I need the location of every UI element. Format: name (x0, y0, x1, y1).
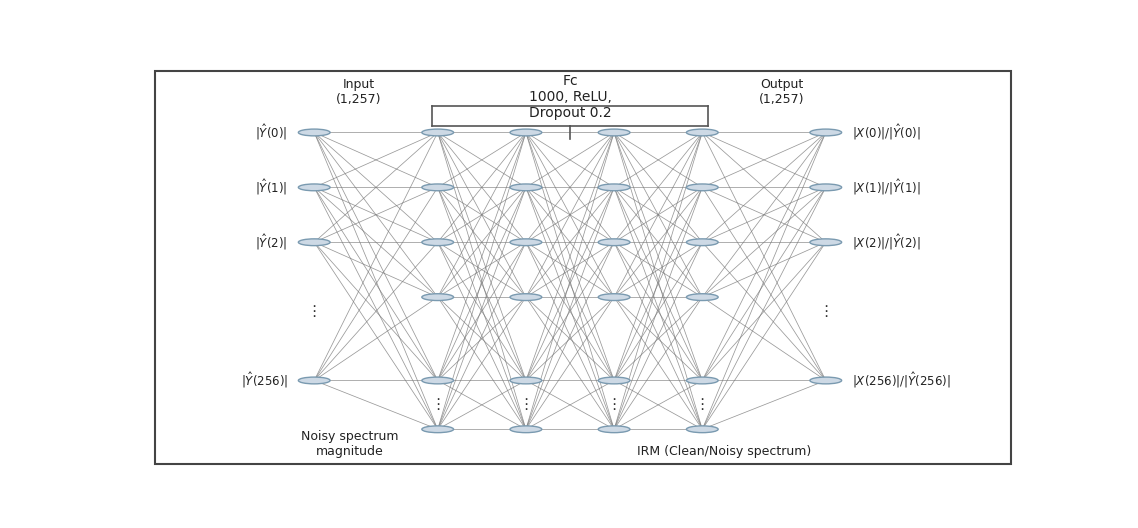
Ellipse shape (422, 184, 454, 191)
Text: $|X(0)|/|\hat{Y}(0)|$: $|X(0)|/|\hat{Y}(0)|$ (852, 122, 921, 143)
Ellipse shape (510, 239, 542, 246)
Ellipse shape (599, 426, 630, 432)
Text: $|X(2)|/|\hat{Y}(2)|$: $|X(2)|/|\hat{Y}(2)|$ (852, 232, 921, 252)
Ellipse shape (686, 129, 718, 136)
Ellipse shape (422, 294, 454, 300)
Ellipse shape (298, 377, 330, 384)
Ellipse shape (810, 129, 842, 136)
Text: ⋮: ⋮ (518, 398, 534, 412)
Text: IRM (Clean/Noisy spectrum): IRM (Clean/Noisy spectrum) (637, 445, 811, 458)
Ellipse shape (686, 426, 718, 432)
Ellipse shape (810, 184, 842, 191)
Text: ⋮: ⋮ (607, 398, 621, 412)
Text: ⋮: ⋮ (306, 304, 322, 319)
Ellipse shape (510, 426, 542, 432)
Text: Fc
1000, ReLU,
Dropout 0.2: Fc 1000, ReLU, Dropout 0.2 (528, 73, 611, 120)
Ellipse shape (510, 294, 542, 300)
Ellipse shape (599, 377, 630, 384)
Text: Output
(1,257): Output (1,257) (759, 78, 805, 106)
Text: $|\hat{Y}(2)|$: $|\hat{Y}(2)|$ (256, 232, 288, 252)
Ellipse shape (510, 184, 542, 191)
Ellipse shape (422, 426, 454, 432)
Ellipse shape (298, 184, 330, 191)
Ellipse shape (599, 184, 630, 191)
Text: $|\hat{Y}(1)|$: $|\hat{Y}(1)|$ (256, 177, 288, 197)
Ellipse shape (422, 129, 454, 136)
Ellipse shape (686, 184, 718, 191)
Ellipse shape (510, 377, 542, 384)
Text: $|X(256)|/|\hat{Y}(256)|$: $|X(256)|/|\hat{Y}(256)|$ (852, 371, 951, 391)
Ellipse shape (298, 239, 330, 246)
Ellipse shape (599, 294, 630, 300)
Ellipse shape (686, 377, 718, 384)
Ellipse shape (510, 129, 542, 136)
Ellipse shape (686, 239, 718, 246)
Text: $|\hat{Y}(256)|$: $|\hat{Y}(256)|$ (240, 371, 288, 391)
Ellipse shape (422, 377, 454, 384)
Ellipse shape (422, 239, 454, 246)
Ellipse shape (686, 294, 718, 300)
Text: Input
(1,257): Input (1,257) (336, 78, 381, 106)
Ellipse shape (810, 239, 842, 246)
Text: $|\hat{Y}(0)|$: $|\hat{Y}(0)|$ (256, 122, 288, 143)
Ellipse shape (599, 239, 630, 246)
Text: $|X(1)|/|\hat{Y}(1)|$: $|X(1)|/|\hat{Y}(1)|$ (852, 177, 921, 197)
Text: ⋮: ⋮ (694, 398, 710, 412)
Ellipse shape (298, 129, 330, 136)
Ellipse shape (599, 129, 630, 136)
Text: Noisy spectrum
magnitude: Noisy spectrum magnitude (300, 430, 398, 458)
Text: ⋮: ⋮ (430, 398, 445, 412)
Ellipse shape (810, 377, 842, 384)
Text: ⋮: ⋮ (818, 304, 833, 319)
